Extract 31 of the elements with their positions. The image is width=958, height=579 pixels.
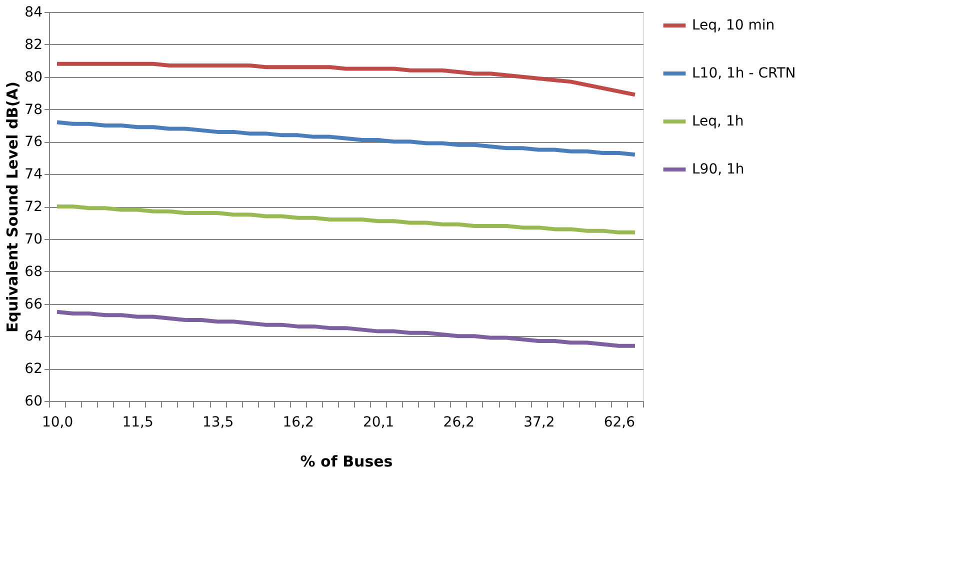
x-tick-label: 20,1 bbox=[363, 414, 394, 430]
y-tick-label: 82 bbox=[24, 36, 42, 53]
legend-label: Leq, 1h bbox=[692, 114, 744, 130]
x-tick-label: 37,2 bbox=[524, 414, 555, 430]
y-tick-label: 76 bbox=[24, 134, 43, 150]
x-tick-label: 62,6 bbox=[604, 414, 636, 430]
y-tick-label: 64 bbox=[24, 328, 43, 345]
x-axis-title: % of Buses bbox=[300, 452, 393, 470]
x-tick-label: 16,2 bbox=[282, 414, 314, 430]
y-tick-label: 60 bbox=[24, 394, 42, 410]
y-tick-label: 80 bbox=[24, 69, 42, 86]
line-series bbox=[55, 62, 637, 97]
line-series bbox=[55, 204, 637, 234]
line-series bbox=[55, 310, 637, 348]
legend-label: L10, 1h - CRTN bbox=[692, 66, 796, 82]
legend-label: L90, 1h bbox=[692, 162, 744, 178]
legend-label: Leq, 10 min bbox=[692, 18, 775, 34]
x-tick-label: 11,5 bbox=[122, 414, 154, 430]
line-series bbox=[55, 120, 637, 157]
y-tick-label: 62 bbox=[24, 361, 42, 378]
y-axis-title: Equivalent Sound Level dB(A) bbox=[4, 81, 22, 333]
x-tick-label: 13,5 bbox=[202, 414, 234, 430]
y-tick-label: 78 bbox=[24, 102, 42, 118]
y-tick-label: 74 bbox=[24, 166, 43, 183]
y-tick-label: 84 bbox=[24, 4, 43, 20]
x-tick-label: 10,0 bbox=[42, 414, 74, 430]
y-tick-label: 70 bbox=[24, 231, 42, 248]
y-tick-label: 66 bbox=[24, 296, 43, 312]
y-tick-label: 68 bbox=[24, 264, 42, 280]
x-tick-label: 26,2 bbox=[443, 414, 474, 430]
y-tick-label: 72 bbox=[24, 199, 42, 215]
